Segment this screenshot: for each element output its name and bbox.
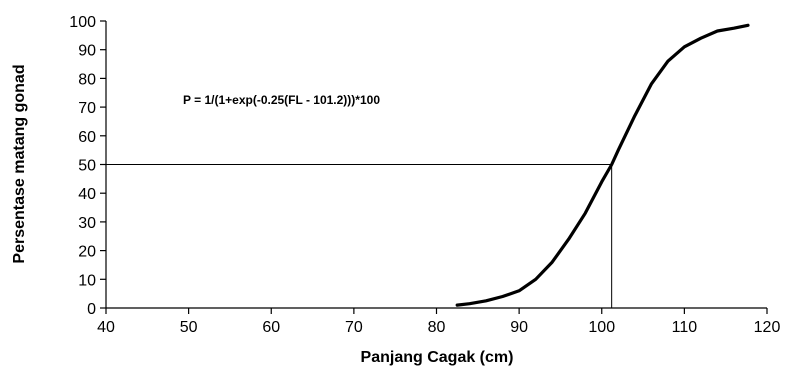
x-tick-label-80: 80: [428, 319, 446, 336]
series-layer: [455, 23, 750, 307]
tick-labels: 0 10 20 30 40 50 60 70 80 90 100 40 50 60 70 80 90 100 110…: [69, 14, 780, 336]
y-tick-label-50: 50: [78, 158, 96, 175]
y-axis-title: Persentase matang gonad: [11, 64, 28, 263]
x-tick-label-120: 120: [754, 319, 781, 336]
x-tick-label-40: 40: [97, 319, 115, 336]
x-tick-label-50: 50: [180, 319, 198, 336]
y-tick-label-0: 0: [87, 301, 96, 318]
y-tick-label-100: 100: [69, 14, 96, 31]
y-tick-label-60: 60: [78, 129, 96, 146]
equation-annotation: P = 1/(1+exp(-0.25(FL - 101.2)))*100: [183, 93, 380, 107]
reference-lines: [106, 164, 613, 308]
x-tick-label-60: 60: [262, 319, 280, 336]
y-tick-label-70: 70: [78, 100, 96, 117]
x-tick-label-70: 70: [345, 319, 363, 336]
series-line-0: [455, 23, 750, 307]
x-tick-label-90: 90: [510, 319, 528, 336]
axes: [100, 20, 768, 314]
x-tick-label-110: 110: [672, 319, 698, 336]
x-tick-label-100: 100: [588, 319, 615, 336]
y-tick-label-90: 90: [78, 43, 96, 60]
x-axis-title: Panjang Cagak (cm): [361, 349, 514, 366]
y-tick-label-80: 80: [78, 71, 96, 88]
y-tick-label-10: 10: [78, 272, 96, 289]
y-tick-label-40: 40: [78, 186, 96, 203]
y-tick-label-30: 30: [78, 215, 96, 232]
y-tick-label-20: 20: [78, 244, 96, 261]
